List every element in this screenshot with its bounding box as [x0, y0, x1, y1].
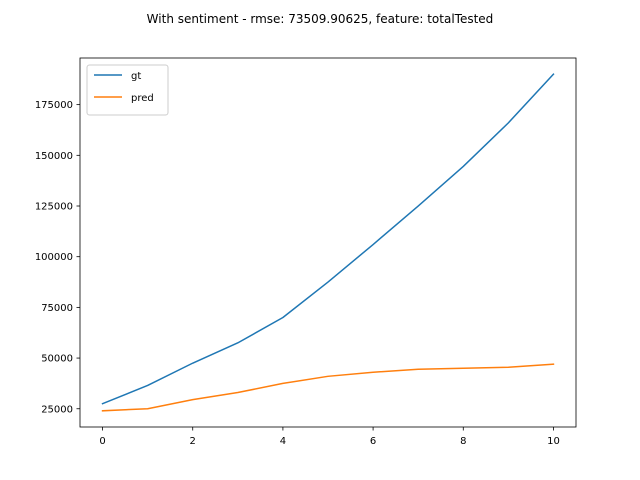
axes-frame	[79, 57, 577, 428]
x-tick-label: 6	[370, 436, 376, 447]
chart-title: With sentiment - rmse: 73509.90625, feat…	[147, 12, 494, 26]
y-axis: 25000 50000 75000 100000 125000 150000 175000	[35, 100, 80, 415]
series-line-pred	[101, 363, 555, 412]
x-tick-label: 8	[460, 436, 466, 447]
y-tick-label: 100000	[35, 252, 73, 263]
legend-label-gt: gt	[131, 71, 141, 82]
legend-box	[86, 64, 169, 116]
x-axis: 0 2 4 6 8 10	[99, 427, 560, 447]
series-line-gt	[101, 73, 555, 405]
y-tick-label: 175000	[35, 100, 73, 111]
y-tick-label: 150000	[35, 151, 73, 162]
legend-label-pred: pred	[131, 93, 154, 104]
y-tick-label: 50000	[41, 354, 73, 365]
x-tick-label: 10	[547, 436, 560, 447]
x-tick-label: 2	[190, 436, 196, 447]
y-tick-label: 125000	[35, 202, 73, 213]
x-tick-label: 0	[99, 436, 105, 447]
y-tick-label: 25000	[41, 404, 73, 415]
legend: gt pred	[86, 64, 169, 116]
x-tick-label: 4	[280, 436, 286, 447]
series-layer	[101, 73, 555, 412]
y-tick-label: 75000	[41, 303, 73, 314]
